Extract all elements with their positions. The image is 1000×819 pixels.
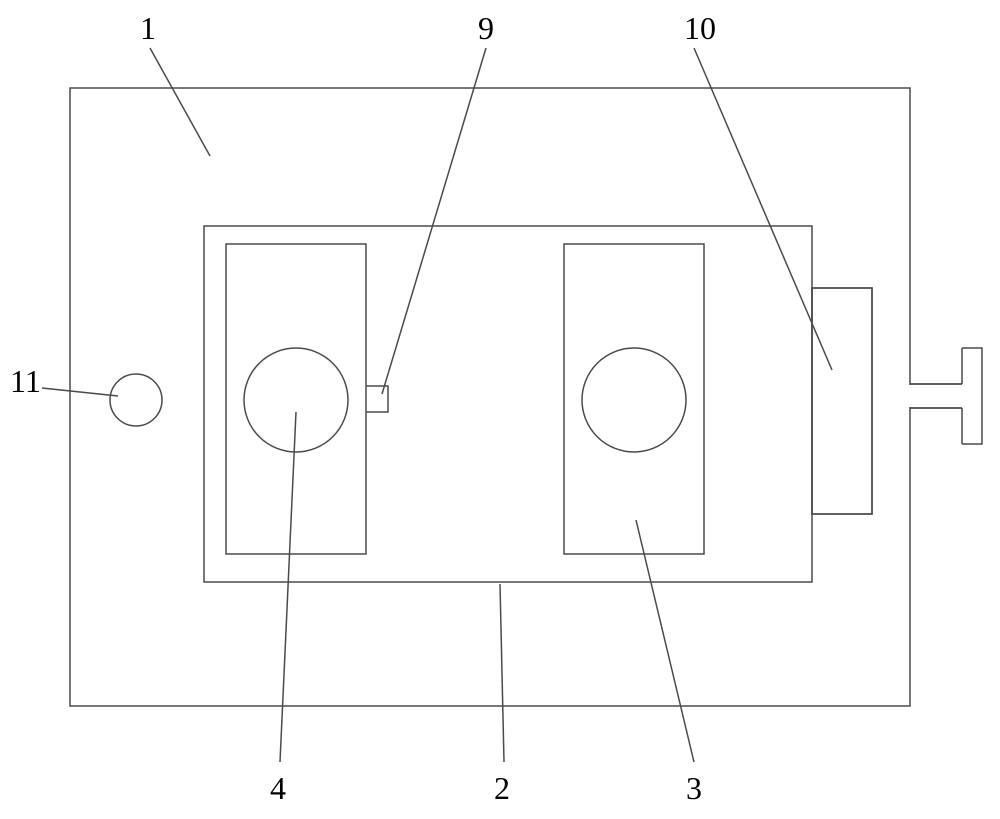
- bump: [366, 386, 388, 412]
- side-plate-top: [812, 288, 872, 514]
- right-block: [564, 244, 704, 554]
- label-10: 10: [684, 10, 716, 47]
- label-3: 3: [686, 770, 702, 807]
- leader-l4: [280, 412, 296, 762]
- label-9: 9: [478, 10, 494, 47]
- leader-l11: [42, 388, 118, 396]
- leader-l3: [636, 520, 694, 762]
- label-1: 1: [140, 10, 156, 47]
- leader-l10: [694, 48, 832, 370]
- label-2: 2: [494, 770, 510, 807]
- small-hole: [110, 374, 162, 426]
- leader-l2: [500, 584, 504, 762]
- inner-frame: [204, 226, 812, 582]
- outer-frame: [70, 88, 910, 706]
- side-plate: [812, 288, 872, 514]
- label-4: 4: [270, 770, 286, 807]
- label-11: 11: [10, 363, 41, 400]
- right-hole: [582, 348, 686, 452]
- left-block: [226, 244, 366, 554]
- left-hole: [244, 348, 348, 452]
- technical-diagram: [0, 0, 1000, 819]
- tee-cap: [962, 348, 982, 444]
- leader-l9: [382, 48, 486, 394]
- leader-l1: [150, 48, 210, 156]
